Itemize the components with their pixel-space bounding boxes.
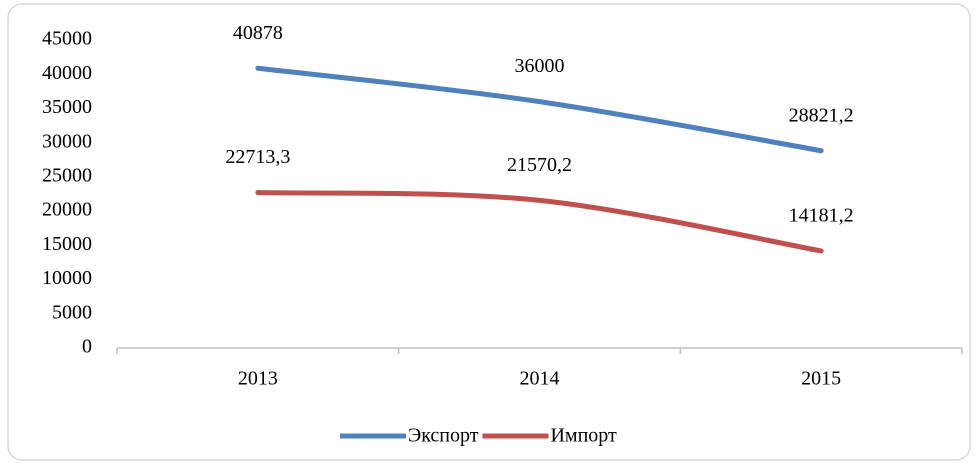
y-tick-label: 0 — [82, 336, 92, 358]
legend-label: Импорт — [550, 425, 617, 447]
x-tick-label: 2014 — [520, 368, 560, 390]
legend-label: Экспорт — [408, 425, 479, 447]
y-tick-label: 25000 — [42, 164, 92, 186]
y-tick-label: 30000 — [42, 130, 92, 152]
series-line — [255, 65, 824, 154]
y-tick-label: 45000 — [42, 28, 92, 50]
y-tick-label: 15000 — [42, 233, 92, 255]
data-label: 14181,2 — [789, 205, 854, 227]
y-tick-label: 40000 — [42, 62, 92, 84]
data-label: 28821,2 — [789, 104, 854, 126]
x-tick-label: 2015 — [801, 368, 841, 390]
data-label: 36000 — [515, 55, 565, 77]
y-tick-label: 10000 — [42, 267, 92, 289]
data-label: 22713,3 — [225, 146, 290, 168]
data-label: 40878 — [233, 22, 283, 44]
y-tick-label: 20000 — [42, 199, 92, 221]
chart-border — [7, 3, 971, 461]
y-tick-label: 5000 — [52, 301, 92, 323]
series-line — [255, 190, 824, 254]
data-label: 21570,2 — [507, 154, 572, 176]
x-tick-label: 2013 — [238, 368, 278, 390]
y-tick-label: 35000 — [42, 96, 92, 118]
